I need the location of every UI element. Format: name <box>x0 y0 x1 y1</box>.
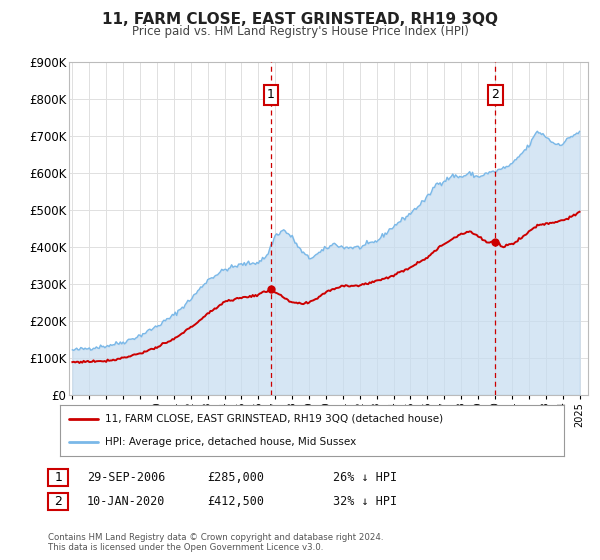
Text: 2: 2 <box>491 88 499 101</box>
Text: 32% ↓ HPI: 32% ↓ HPI <box>333 494 397 508</box>
Text: 26% ↓ HPI: 26% ↓ HPI <box>333 470 397 484</box>
Text: 2: 2 <box>54 494 62 508</box>
Text: Price paid vs. HM Land Registry's House Price Index (HPI): Price paid vs. HM Land Registry's House … <box>131 25 469 38</box>
Text: 11, FARM CLOSE, EAST GRINSTEAD, RH19 3QQ (detached house): 11, FARM CLOSE, EAST GRINSTEAD, RH19 3QQ… <box>106 414 443 424</box>
Text: This data is licensed under the Open Government Licence v3.0.: This data is licensed under the Open Gov… <box>48 543 323 552</box>
Text: 11, FARM CLOSE, EAST GRINSTEAD, RH19 3QQ: 11, FARM CLOSE, EAST GRINSTEAD, RH19 3QQ <box>102 12 498 27</box>
Text: £412,500: £412,500 <box>207 494 264 508</box>
Text: 1: 1 <box>267 88 275 101</box>
Text: 29-SEP-2006: 29-SEP-2006 <box>87 470 166 484</box>
Text: 1: 1 <box>54 470 62 484</box>
Text: 10-JAN-2020: 10-JAN-2020 <box>87 494 166 508</box>
Text: Contains HM Land Registry data © Crown copyright and database right 2024.: Contains HM Land Registry data © Crown c… <box>48 533 383 542</box>
Text: £285,000: £285,000 <box>207 470 264 484</box>
Text: HPI: Average price, detached house, Mid Sussex: HPI: Average price, detached house, Mid … <box>106 437 356 447</box>
